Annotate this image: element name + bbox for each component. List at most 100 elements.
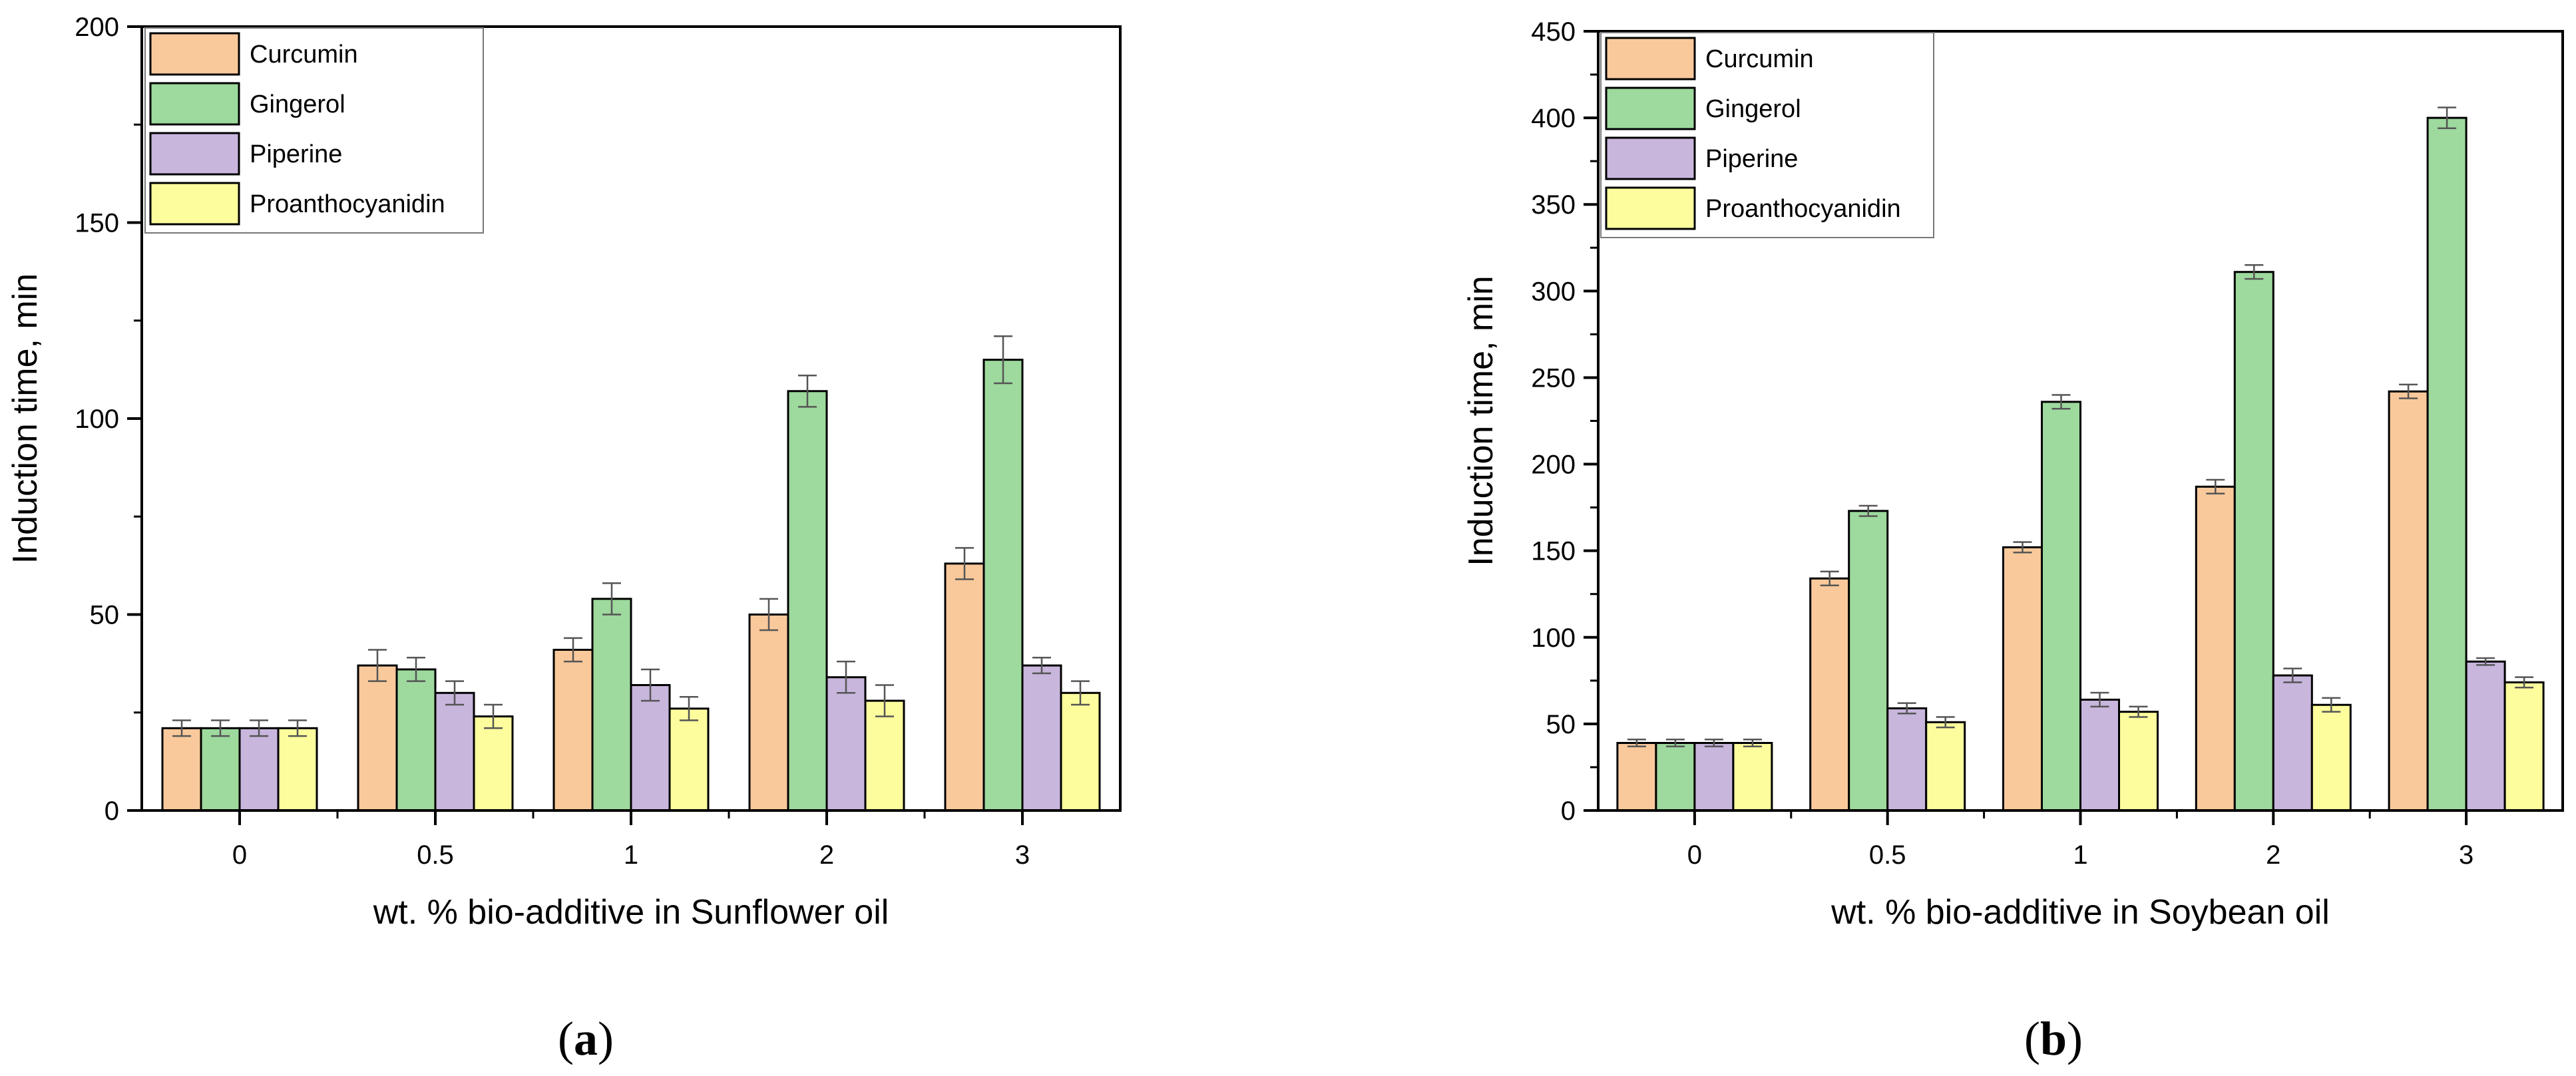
a-bar-curcumin-2 <box>552 649 594 812</box>
a-bar-proanthocyanidin-1 <box>473 715 514 812</box>
b-bar-piperine-2 <box>2079 698 2120 812</box>
a-legend-swatch-piperine <box>149 132 240 176</box>
a-caption-open-paren: ( <box>558 1012 574 1065</box>
b-panel-caption: (b) <box>2024 1012 2083 1065</box>
a-bar-gingerol-1 <box>395 668 437 812</box>
a-x-tick-label: 0 <box>232 840 247 870</box>
b-bar-curcumin-2 <box>2002 546 2043 812</box>
b-bar-proanthocyanidin-4 <box>2503 681 2545 812</box>
a-error-bar-piperine-3 <box>837 660 855 694</box>
a-error-bar-piperine-2 <box>641 668 660 702</box>
b-y-tick-label: 250 <box>1531 363 1576 393</box>
a-x-tick-label: 3 <box>1015 840 1030 870</box>
a-error-bar-gingerol-3 <box>798 374 817 408</box>
a-bar-proanthocyanidin-4 <box>1060 691 1101 812</box>
b-error-bar-proanthocyanidin-1 <box>1936 716 1955 729</box>
b-legend: Curcumin Gingerol Piperine Proanthocyanidin <box>1600 32 1934 238</box>
a-x-tick-label: 1 <box>624 840 638 870</box>
b-error-bar-proanthocyanidin-2 <box>2129 705 2148 718</box>
a-legend-label-curcumin: Curcumin <box>250 41 358 69</box>
a-error-bar-piperine-0 <box>250 719 268 737</box>
a-legend-swatch-gingerol <box>149 82 240 126</box>
b-bar-piperine-4 <box>2465 660 2506 812</box>
a-legend-swatch-proanthocyanidin <box>149 182 240 226</box>
a-bar-piperine-1 <box>434 691 475 812</box>
a-bar-gingerol-4 <box>982 359 1024 812</box>
b-bar-piperine-1 <box>1886 707 1928 812</box>
a-error-bar-gingerol-1 <box>407 657 425 682</box>
b-caption-close-paren: ) <box>2067 1012 2083 1065</box>
a-error-bar-proanthocyanidin-0 <box>288 719 307 737</box>
b-x-tick-label: 0 <box>1687 840 1702 870</box>
a-caption-letter: a <box>574 1012 598 1065</box>
b-legend-swatch-gingerol <box>1605 87 1696 130</box>
a-legend-label-proanthocyanidin: Proanthocyanidin <box>250 190 445 218</box>
a-panel-caption: (a) <box>558 1012 614 1065</box>
b-bar-proanthocyanidin-0 <box>1732 742 1773 812</box>
b-error-bar-curcumin-2 <box>2013 541 2032 554</box>
b-legend-label-curcumin: Curcumin <box>1705 45 1814 73</box>
a-bar-gingerol-2 <box>591 598 632 812</box>
panel-b-chart: 0 50 100 150 200 250 300 350 400 450 0 0.5 1 2 3 Induct… <box>1462 17 2564 1065</box>
b-legend-swatch-proanthocyanidin <box>1605 186 1696 230</box>
a-bar-piperine-0 <box>238 727 280 812</box>
b-y-tick-label: 450 <box>1531 17 1576 47</box>
a-error-bar-proanthocyanidin-4 <box>1071 680 1090 706</box>
b-error-bar-piperine-1 <box>1897 702 1916 715</box>
a-bar-piperine-2 <box>630 684 671 812</box>
a-bar-curcumin-4 <box>944 562 985 812</box>
b-bar-curcumin-3 <box>2195 485 2236 812</box>
a-bar-curcumin-0 <box>161 727 202 812</box>
a-error-bar-curcumin-1 <box>368 649 387 682</box>
b-bar-piperine-0 <box>1693 742 1735 812</box>
a-bar-gingerol-0 <box>200 727 241 812</box>
b-error-bar-proanthocyanidin-4 <box>2515 676 2534 689</box>
a-bar-curcumin-1 <box>357 664 398 812</box>
b-error-bar-piperine-3 <box>2283 667 2302 683</box>
a-bar-piperine-4 <box>1021 664 1062 812</box>
b-error-bar-proanthocyanidin-0 <box>1743 739 1762 747</box>
b-bar-gingerol-1 <box>1848 510 1889 812</box>
b-legend-label-piperine: Piperine <box>1705 145 1798 173</box>
b-bar-gingerol-0 <box>1655 742 1696 812</box>
a-bar-piperine-3 <box>825 676 867 812</box>
b-bar-curcumin-0 <box>1616 742 1657 812</box>
b-legend-label-proanthocyanidin: Proanthocyanidin <box>1705 195 1901 223</box>
b-y-tick-label: 350 <box>1531 190 1576 220</box>
a-legend-swatch-curcumin <box>149 32 240 76</box>
a-error-bar-piperine-1 <box>445 680 464 706</box>
b-x-axis-title: wt. % bio-additive in Soybean oil <box>1830 893 2330 932</box>
b-error-bar-gingerol-4 <box>2438 106 2457 129</box>
b-bar-curcumin-4 <box>2388 390 2429 812</box>
b-error-bar-curcumin-3 <box>2206 478 2225 495</box>
b-y-axis-title: Induction time, min <box>1462 275 1500 566</box>
a-y-tick-label: 100 <box>75 405 119 434</box>
b-y-tick-label: 400 <box>1531 104 1576 133</box>
b-error-bar-gingerol-1 <box>1858 504 1878 517</box>
a-y-tick-label: 0 <box>105 797 119 826</box>
b-legend-label-gingerol: Gingerol <box>1705 95 1801 123</box>
b-x-tick-label: 2 <box>2266 840 2280 870</box>
b-bar-gingerol-3 <box>2233 271 2274 812</box>
a-legend: Curcumin Gingerol Piperine Proanthocyanidin <box>144 27 484 234</box>
a-error-bar-curcumin-2 <box>564 637 582 663</box>
a-error-bar-curcumin-4 <box>955 547 974 580</box>
a-error-bar-curcumin-0 <box>172 719 191 737</box>
panel-a-chart: 0 50 100 150 200 0 0.5 1 2 3 Induction time, min wt… <box>6 13 1122 1065</box>
a-legend-label-gingerol: Gingerol <box>250 90 345 118</box>
b-bar-curcumin-1 <box>1809 577 1850 812</box>
b-x-tick-label: 3 <box>2459 840 2473 870</box>
b-legend-swatch-piperine <box>1605 136 1696 180</box>
a-y-tick-label: 150 <box>75 209 119 238</box>
b-y-tick-label: 100 <box>1531 624 1576 653</box>
a-error-bar-gingerol-2 <box>602 582 621 616</box>
a-legend-label-piperine: Piperine <box>250 140 342 168</box>
b-bar-gingerol-2 <box>2041 401 2081 812</box>
a-bar-proanthocyanidin-2 <box>668 707 710 812</box>
a-error-bar-proanthocyanidin-1 <box>484 703 503 729</box>
b-y-tick-label: 0 <box>1561 797 1576 826</box>
b-error-bar-gingerol-3 <box>2245 264 2264 280</box>
b-caption-letter: b <box>2040 1012 2067 1065</box>
b-bar-proanthocyanidin-1 <box>1925 721 1966 812</box>
